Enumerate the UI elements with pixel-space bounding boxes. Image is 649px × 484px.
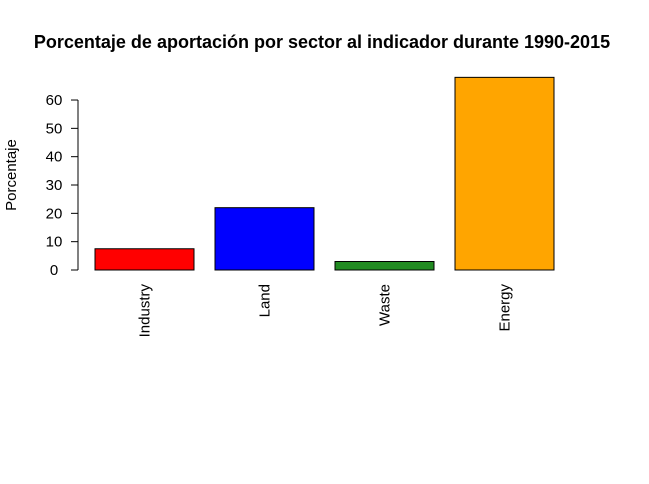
chart-title: Porcentaje de aportación por sector al i… — [34, 32, 610, 52]
y-tick-label: 40 — [46, 149, 63, 166]
bar-waste — [334, 261, 435, 271]
bar-industry — [94, 248, 195, 271]
y-tick-label: 0 — [50, 262, 58, 279]
bars-group — [94, 76, 555, 271]
y-tick-label: 50 — [46, 120, 63, 137]
category-label-energy: Energy — [497, 284, 514, 332]
y-axis-ticks: 0 10 20 30 40 50 60 — [46, 92, 78, 279]
bar-energy — [454, 76, 555, 271]
category-labels: Industry Land Waste Energy — [137, 284, 514, 338]
category-label-land: Land — [257, 284, 274, 317]
bar-land — [214, 207, 315, 271]
category-label-industry: Industry — [137, 284, 154, 338]
y-tick-label: 60 — [46, 92, 63, 109]
y-tick-label: 20 — [46, 205, 63, 222]
y-tick-label: 30 — [46, 177, 63, 194]
y-axis-label: Porcentaje — [3, 139, 20, 211]
category-label-waste: Waste — [377, 284, 394, 326]
y-tick-label: 10 — [46, 234, 63, 251]
